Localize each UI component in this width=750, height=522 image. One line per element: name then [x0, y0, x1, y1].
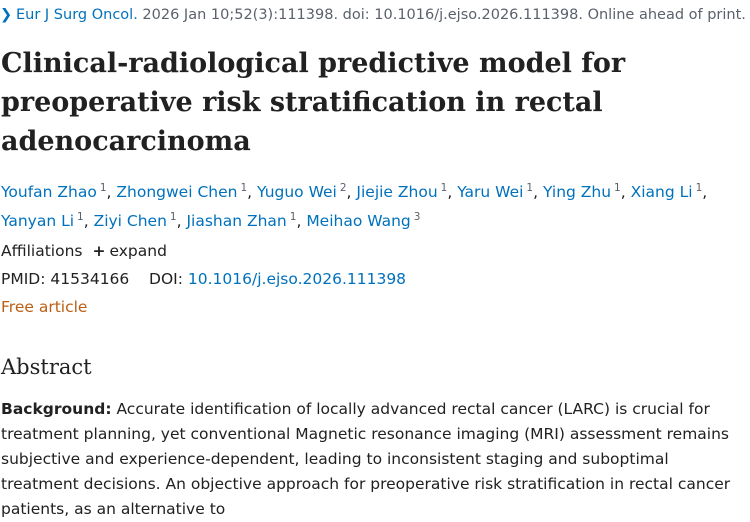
abstract-background: Background: Accurate identification of l… [1, 397, 746, 522]
author-link[interactable]: Ying Zhu [542, 183, 612, 201]
author-affiliation-number[interactable]: 1 [169, 211, 177, 223]
citation-line: ❯ Eur J Surg Oncol. 2026 Jan 10;52(3):111… [0, 6, 746, 24]
article-identifiers: PMID: 41534166 DOI: 10.1016/j.ejso.2026.… [1, 268, 406, 290]
citation-details: 2026 Jan 10;52(3):111398. doi: 10.1016/j… [142, 7, 746, 23]
author-affiliation-number[interactable]: 1 [695, 182, 703, 194]
author-link[interactable]: Jiejie Zhou [356, 183, 438, 201]
chevron-right-icon[interactable]: ❯ [0, 7, 13, 23]
affiliations-toggle[interactable]: Affiliations + expand [1, 240, 167, 262]
author-affiliation-number[interactable]: 1 [240, 182, 248, 194]
author-link[interactable]: Yaru Wei [457, 183, 524, 201]
article-title: Clinical-radiological predictive model f… [1, 48, 626, 157]
pmid-value: 41534166 [50, 270, 130, 288]
author-affiliation-number[interactable]: 2 [339, 182, 347, 194]
background-text: Accurate identification of locally advan… [1, 400, 731, 518]
free-article-badge: Free article [1, 298, 88, 316]
author-affiliation-number[interactable]: 1 [289, 211, 297, 223]
abstract-heading: Abstract [1, 355, 92, 379]
doi-link[interactable]: 10.1016/j.ejso.2026.111398 [187, 270, 407, 288]
author-affiliation-number[interactable]: 1 [614, 182, 621, 194]
author-affiliation-number[interactable]: 1 [99, 182, 107, 194]
author-affiliation-number[interactable]: 1 [526, 182, 534, 194]
affiliations-label: Affiliations [1, 242, 83, 260]
expand-label[interactable]: expand [109, 242, 167, 260]
author-affiliation-number[interactable]: 1 [440, 182, 448, 194]
author-link[interactable]: Xiang Li [630, 183, 693, 201]
author-link[interactable]: Jiashan Zhan [186, 212, 287, 230]
author-link[interactable]: Yuguo Wei [257, 183, 337, 201]
author-affiliation-number[interactable]: 1 [77, 211, 84, 223]
journal-link[interactable]: Eur J Surg Oncol. [16, 7, 138, 23]
author-link[interactable]: Yanyan Li [1, 212, 75, 230]
author-link[interactable]: Zhongwei Chen [116, 183, 238, 201]
article-page: ❯ Eur J Surg Oncol. 2026 Jan 10;52(3):111… [0, 6, 746, 518]
author-list: Youfan Zhao 1, Zhongwei Chen 1, Yuguo Wei 2… [1, 182, 708, 230]
author-link[interactable]: Ziyi Chen [93, 212, 167, 230]
author-affiliation-number[interactable]: 3 [413, 211, 421, 223]
author-link[interactable]: Youfan Zhao [1, 183, 97, 201]
plus-icon[interactable]: + [92, 242, 106, 260]
pmid-label: PMID: [1, 270, 46, 288]
doi-label: DOI: [149, 270, 183, 288]
author-link[interactable]: Meihao Wang [306, 212, 411, 230]
background-label: Background: [1, 400, 112, 418]
